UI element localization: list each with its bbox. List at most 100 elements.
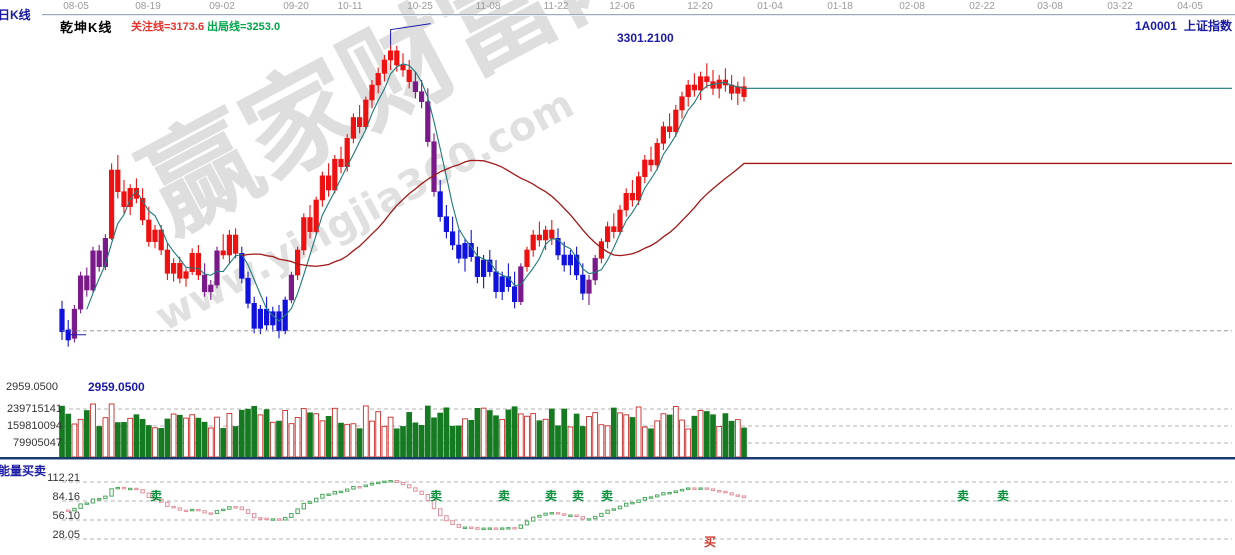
volume-bar: [251, 405, 258, 458]
volume-pane-separator: [0, 457, 1235, 459]
price-high-callout: 3301.2100: [617, 31, 674, 45]
volume-bar: [412, 422, 419, 458]
volume-bar: [65, 413, 72, 458]
candle-body: [604, 226, 611, 242]
energy-bar: [698, 487, 703, 490]
candlestick-plot[interactable]: [0, 16, 1235, 396]
energy-bar: [289, 513, 294, 518]
energy-bar: [103, 495, 108, 500]
volume-bar: [350, 423, 357, 458]
volume-bar: [449, 425, 456, 458]
candle-body: [59, 308, 65, 332]
volume-bar: [493, 415, 499, 458]
volume-bar: [158, 428, 165, 458]
symbol-name: 上证指数: [1183, 19, 1232, 33]
volume-bar: [462, 418, 468, 458]
energy-bar: [438, 508, 443, 517]
candle-body: [536, 234, 542, 241]
energy-bar: [326, 493, 331, 496]
energy-bar: [450, 520, 455, 525]
energy-bar: [723, 490, 728, 494]
candle-body: [96, 250, 102, 267]
volume-bar: [443, 407, 450, 458]
date-axis-label: 09-20: [283, 1, 309, 12]
candle-body: [313, 199, 319, 232]
volume-bar: [691, 415, 698, 458]
date-axis-label: 03-08: [1037, 1, 1063, 12]
volume-bar: [679, 419, 685, 458]
volume-bar: [437, 412, 444, 458]
candle-body: [530, 234, 536, 251]
candle-body: [307, 217, 313, 232]
volume-bar: [71, 423, 78, 458]
candle-body: [741, 86, 747, 97]
candle-body: [654, 143, 660, 166]
candle-body: [660, 126, 666, 144]
energy-axis-label: 112.21: [47, 472, 80, 484]
candle-body: [617, 209, 623, 232]
volume-bar: [703, 411, 710, 458]
candle-body: [102, 238, 108, 267]
energy-pane[interactable]: 112.21 84.16 56.10 28.05 卖卖卖卖卖卖卖卖买: [0, 460, 1235, 555]
volume-bar: [96, 426, 103, 458]
volume-bar: [176, 414, 183, 458]
date-axis-label: 09-02: [209, 1, 235, 12]
energy-plot[interactable]: [0, 460, 1235, 555]
energy-bar: [177, 507, 183, 511]
volume-bar: [511, 406, 518, 458]
volume-bar: [319, 420, 326, 458]
candle-body: [691, 84, 697, 91]
volume-bar: [238, 409, 245, 458]
candle-body: [549, 229, 555, 239]
candle-body: [140, 198, 146, 221]
volume-bar: [741, 427, 747, 458]
volume-bar: [567, 426, 574, 458]
price-pane-title: 日K线: [0, 8, 31, 22]
volume-bar: [375, 411, 382, 458]
candle-body: [84, 275, 90, 291]
energy-bar: [233, 506, 238, 509]
energy-bar: [717, 490, 722, 493]
candle-body: [233, 234, 239, 254]
volume-bar: [307, 412, 313, 458]
energy-bar: [586, 518, 592, 521]
energy-bar: [568, 514, 573, 517]
energy-bar: [692, 487, 697, 490]
energy-bar: [636, 499, 641, 503]
sell-signal-marker: 卖: [544, 489, 558, 503]
volume-bar: [114, 422, 121, 458]
energy-bar: [258, 517, 263, 520]
energy-bar: [239, 506, 245, 511]
price-pane[interactable]: [0, 16, 1235, 396]
volume-bar: [672, 406, 679, 458]
energy-bar: [487, 527, 493, 530]
volume-bar: [499, 419, 506, 458]
energy-bar: [84, 502, 89, 505]
volume-bar: [164, 418, 171, 458]
date-axis-label: 01-18: [827, 1, 853, 12]
volume-bar: [331, 407, 338, 458]
buy-signal-marker: 买: [703, 535, 717, 549]
volume-plot[interactable]: [0, 396, 1235, 458]
candle-body: [332, 158, 338, 191]
energy-bar: [500, 527, 505, 530]
candle-body: [263, 308, 270, 326]
volume-bar: [697, 410, 704, 458]
volume-bar: [59, 405, 65, 458]
volume-bar: [722, 413, 729, 458]
date-axis-label: 12-20: [687, 1, 713, 12]
candle-body: [561, 254, 567, 266]
volume-bar: [635, 406, 642, 458]
candle-body: [697, 76, 704, 91]
energy-bar: [481, 527, 486, 530]
candle-body: [356, 117, 363, 127]
energy-bar: [264, 517, 269, 521]
energy-bar: [146, 492, 152, 498]
volume-pane[interactable]: 239715141 159810094 79905047: [0, 396, 1235, 458]
energy-bar: [679, 488, 685, 492]
energy-bar: [518, 524, 523, 529]
system-name-label: 乾坤K线: [60, 20, 113, 35]
volume-bar: [573, 413, 580, 458]
candle-body: [623, 193, 629, 211]
energy-bar: [332, 490, 338, 495]
